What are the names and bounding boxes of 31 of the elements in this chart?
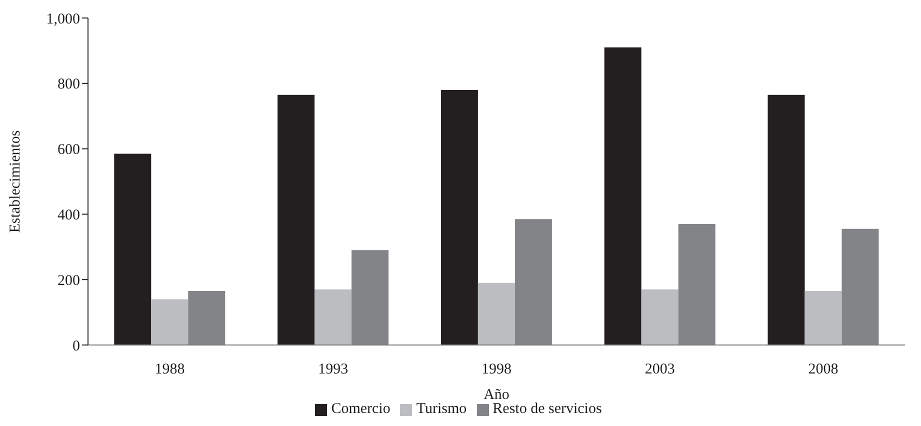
bar [188,291,226,345]
x-tick-label: 1998 [482,362,512,378]
bar [514,219,552,345]
bar [804,291,842,345]
x-tick-label: 2008 [808,362,838,378]
bar [278,94,315,345]
bar [440,90,478,345]
x-tick-label: 1988 [154,362,185,378]
y-tick-label: 400 [58,208,80,224]
bar [842,228,879,345]
legend-label: Comercio [331,401,390,417]
legend-label: Resto de servicios [492,401,602,417]
x-axis-title: Año [484,387,510,403]
y-tick-label: 1,000 [46,11,80,28]
y-tick-label: 0 [72,338,80,354]
bar [641,289,678,345]
bar [114,154,152,345]
bar [768,94,805,345]
bar [314,289,352,345]
bar [352,250,389,345]
y-tick-label: 600 [58,142,80,158]
x-tick-label: 2003 [644,362,675,378]
bar [151,299,188,345]
legend-label: Turismo [416,401,467,417]
y-axis-title: Establecimientos [7,130,24,233]
bar [678,224,716,345]
bar [604,47,642,345]
x-tick-label: 1993 [318,362,348,378]
y-tick-label: 800 [58,76,80,93]
y-tick-label: 200 [58,272,80,289]
bar [478,282,515,345]
